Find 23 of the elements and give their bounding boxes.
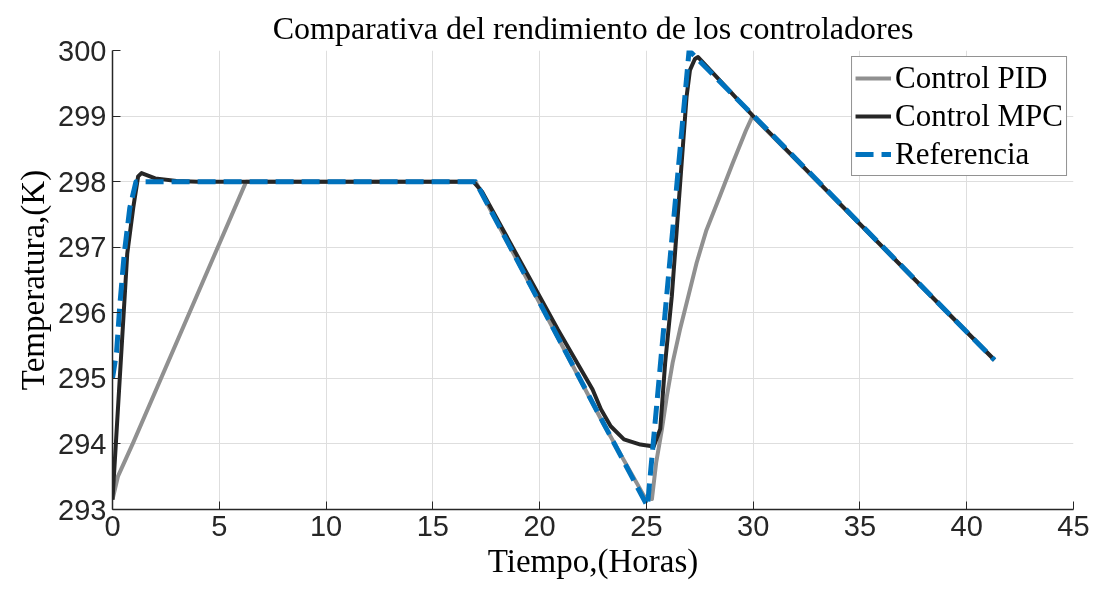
x-tick-label: 10 bbox=[309, 509, 343, 542]
x-tick-label: 0 bbox=[104, 509, 121, 542]
legend-label: Control PID bbox=[895, 60, 1048, 96]
x-tick-label: 20 bbox=[523, 509, 556, 542]
x-tick-label: 15 bbox=[416, 509, 449, 542]
x-tick-label: 30 bbox=[737, 509, 770, 542]
y-axis-title: Temperatura,(K) bbox=[15, 169, 53, 391]
y-tick-label: 296 bbox=[58, 296, 107, 329]
x-tick-label: 45 bbox=[1057, 509, 1090, 542]
x-tick-label: 5 bbox=[211, 509, 228, 542]
chart-title: Comparativa del rendimiento de los controladores bbox=[272, 9, 914, 46]
x-tick-label: 35 bbox=[843, 509, 877, 542]
y-tick-label: 295 bbox=[58, 362, 107, 395]
y-tick-label: 299 bbox=[58, 100, 107, 133]
y-tick-label: 298 bbox=[58, 165, 107, 198]
y-tick-label: 294 bbox=[58, 427, 107, 460]
x-tick-label: 25 bbox=[630, 509, 663, 542]
legend-label: Referencia bbox=[895, 136, 1030, 172]
legend-label: Control MPC bbox=[895, 98, 1063, 134]
x-tick-label: 40 bbox=[950, 509, 983, 542]
y-tick-label: 297 bbox=[58, 231, 107, 264]
y-tick-label: 300 bbox=[58, 34, 107, 67]
x-axis-title: Tiempo,(Horas) bbox=[487, 542, 699, 580]
